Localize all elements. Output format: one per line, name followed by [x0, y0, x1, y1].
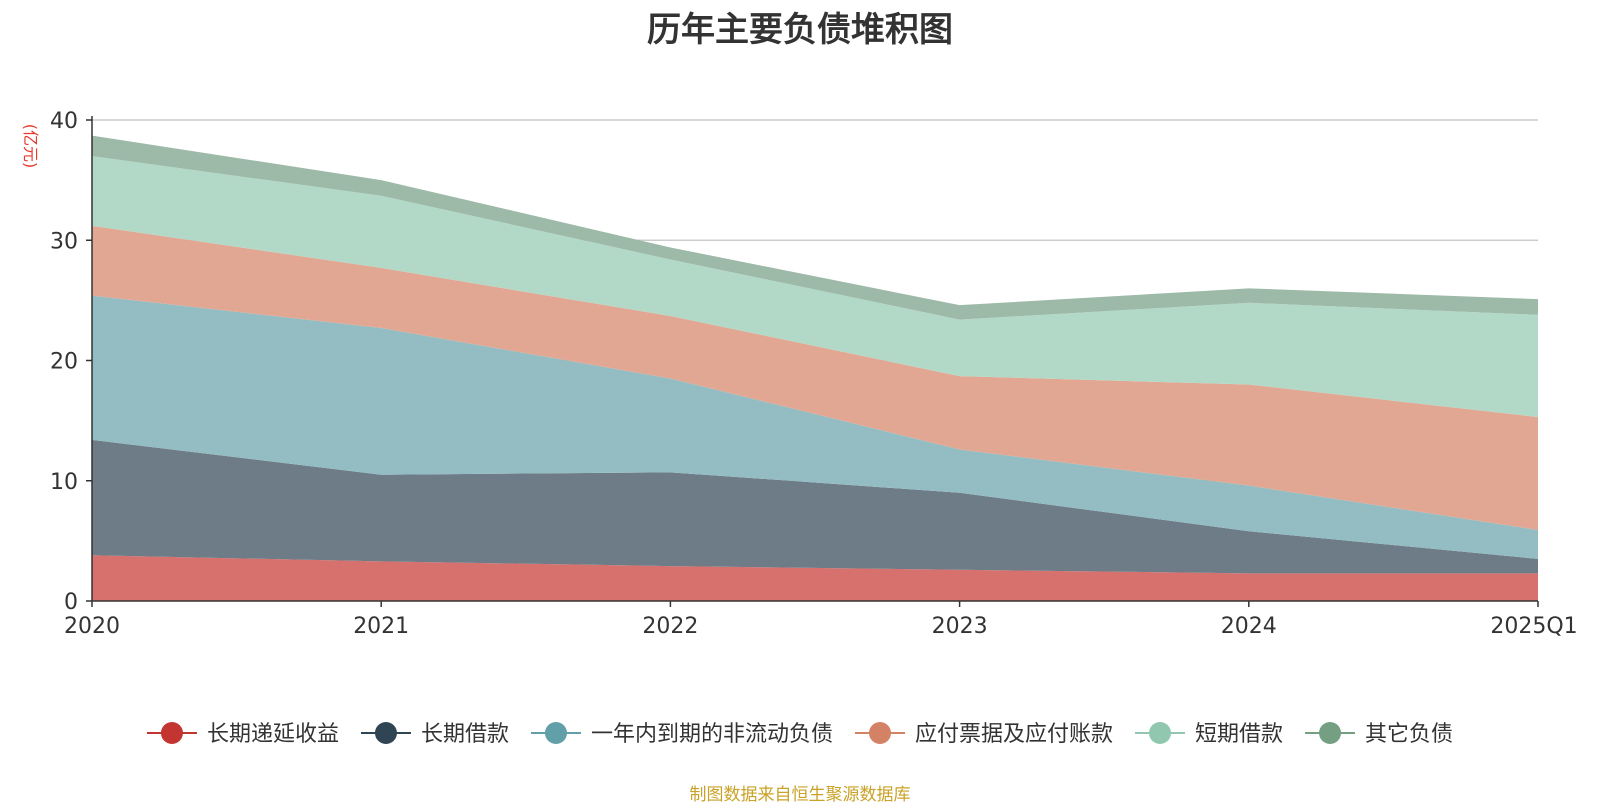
legend-label: 其它负债 [1365, 722, 1453, 747]
x-tick-label: 2024 [1221, 614, 1277, 639]
area-series-2 [92, 439, 1538, 574]
legend-marker [1319, 722, 1342, 744]
legend-item-3[interactable]: 一年内到期的非流动负债 [530, 722, 833, 747]
legend-item-1[interactable]: 长期递延收益 [146, 722, 339, 747]
legend-label: 长期递延收益 [207, 722, 339, 747]
legend-label: 长期借款 [421, 722, 509, 747]
area-series [92, 135, 1538, 601]
legend[interactable]: 长期递延收益 长期借款 一年内到期的非流动负债 应付票据及应付账款 短期借款 其它负债 [146, 722, 1453, 747]
x-tick-label: 2021 [353, 614, 409, 639]
axes: 0 10 20 30 40 2020 2021 2022 2023 2024 2025Q1 (亿元) [21, 109, 1578, 639]
chart-title: 历年主要负债堆积图 [647, 10, 953, 50]
y-unit-label: (亿元) [21, 124, 40, 169]
area-series-1 [92, 555, 1538, 601]
x-tick-label: 2022 [642, 614, 698, 639]
legend-marker [1149, 722, 1172, 744]
legend-item-5[interactable]: 短期借款 [1135, 722, 1283, 747]
area-series-4 [92, 225, 1538, 531]
legend-item-2[interactable]: 长期借款 [360, 722, 509, 747]
source-note: 制图数据来自恒生聚源数据库 [689, 785, 911, 805]
area-series-5 [92, 156, 1538, 418]
y-tick-label: 30 [50, 229, 78, 254]
legend-label: 一年内到期的非流动负债 [591, 722, 833, 747]
x-tick-label: 2025Q1 [1490, 614, 1577, 639]
x-tick-label: 2020 [64, 614, 120, 639]
y-tick-label: 0 [64, 590, 78, 615]
legend-marker [869, 722, 891, 744]
legend-label: 短期借款 [1195, 722, 1283, 747]
area-series-6 [92, 135, 1538, 320]
legend-label: 应付票据及应付账款 [915, 722, 1113, 747]
legend-item-6[interactable]: 其它负债 [1305, 722, 1453, 747]
legend-marker [160, 722, 183, 744]
x-tick-label: 2023 [932, 614, 988, 639]
y-tick-label: 10 [50, 470, 78, 495]
y-tick-label: 20 [50, 350, 78, 375]
legend-marker [544, 722, 567, 744]
y-tick-label: 40 [50, 109, 78, 134]
legend-item-4[interactable]: 应付票据及应付账款 [855, 722, 1113, 747]
legend-marker [374, 722, 397, 744]
area-series-3 [92, 295, 1538, 559]
